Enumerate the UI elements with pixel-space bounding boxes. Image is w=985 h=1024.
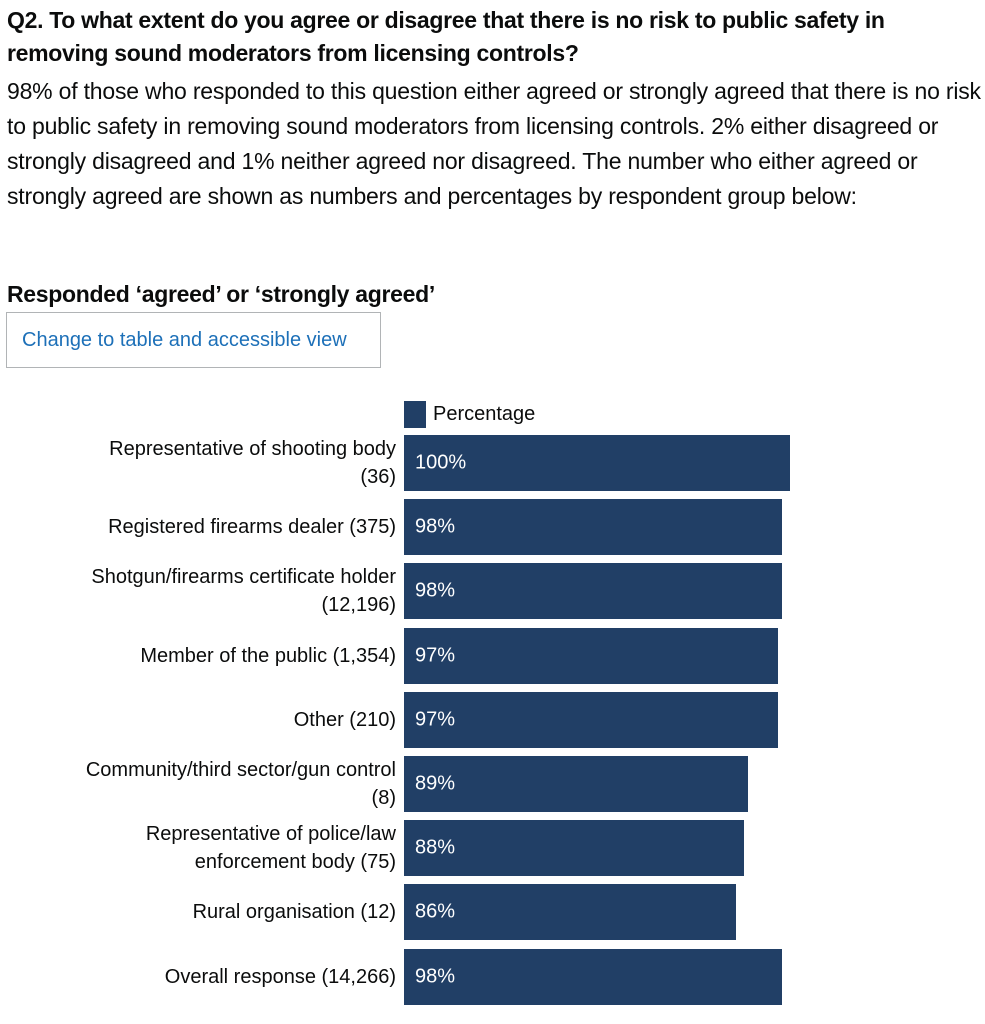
category-label: Other (210)	[36, 706, 396, 734]
bar: 88%	[404, 820, 744, 877]
bar: 86%	[404, 884, 736, 941]
category-label: Community/third sector/gun control (8)	[36, 756, 396, 812]
bar-value-label: 88%	[415, 836, 456, 859]
bar-value-label: 89%	[415, 772, 456, 795]
chart-legend: Percentage	[404, 400, 535, 428]
category-label-line: Representative of shooting body	[109, 438, 396, 460]
category-label-line: (8)	[371, 787, 396, 809]
bar-value-label: 98%	[415, 579, 456, 602]
category-label-line: (12,196)	[321, 594, 397, 617]
category-label-line: (36)	[360, 466, 396, 488]
category-label: Representative of police/law enforcement …	[36, 820, 396, 876]
category-label-line: Other (210)	[293, 708, 396, 731]
summary-text: 98% of those who responded to this quest…	[7, 78, 981, 209]
change-view-button[interactable]: Change to table and accessible view	[6, 312, 381, 368]
bar-value-label: 97%	[415, 644, 456, 667]
bar-value-label: 86%	[415, 900, 456, 923]
legend-swatch	[404, 400, 426, 428]
category-label-line: Community/third sector/gun control	[85, 759, 396, 781]
category-label-line: Rural organisation (12)	[192, 901, 396, 924]
category-label: Shotgun/firearms certificate holder (12,1…	[36, 563, 396, 619]
category-label: Member of the public (1,354)	[36, 642, 396, 670]
bar: 100%	[404, 435, 790, 491]
bar-value-label: 98%	[415, 515, 456, 538]
bar-value-label: 98%	[415, 965, 456, 988]
bar: 97%	[404, 627, 779, 684]
bar-value-label: 100%	[415, 451, 467, 474]
bar: 98%	[404, 499, 783, 556]
category-label: Registered firearms dealer (375)	[36, 513, 396, 541]
category-label: Representative of shooting body (36)	[36, 435, 396, 491]
category-label-line: Representative of police/law	[145, 823, 396, 846]
bar: 89%	[404, 756, 748, 812]
category-label-line: Registered firearms dealer (375)	[108, 516, 396, 539]
chart-heading: Responded ‘agreed’ or ‘strongly agreed’	[7, 281, 435, 307]
category-label: Overall response (14,266)	[36, 963, 396, 991]
bar-value-label: 97%	[415, 708, 456, 731]
category-label-line: Shotgun/firearms certificate holder	[91, 566, 396, 589]
legend-label: Percentage	[433, 402, 536, 425]
bar: 98%	[404, 948, 783, 1005]
question-heading: Q2. To what extent do you agree or disag…	[7, 7, 885, 66]
bar: 97%	[404, 691, 779, 748]
category-label-line: enforcement body (75)	[194, 851, 396, 874]
category-label: Rural organisation (12)	[36, 898, 396, 926]
bar: 98%	[404, 563, 783, 620]
category-label-line: Overall response (14,266)	[164, 965, 396, 988]
category-label-line: Member of the public (1,354)	[140, 644, 396, 667]
